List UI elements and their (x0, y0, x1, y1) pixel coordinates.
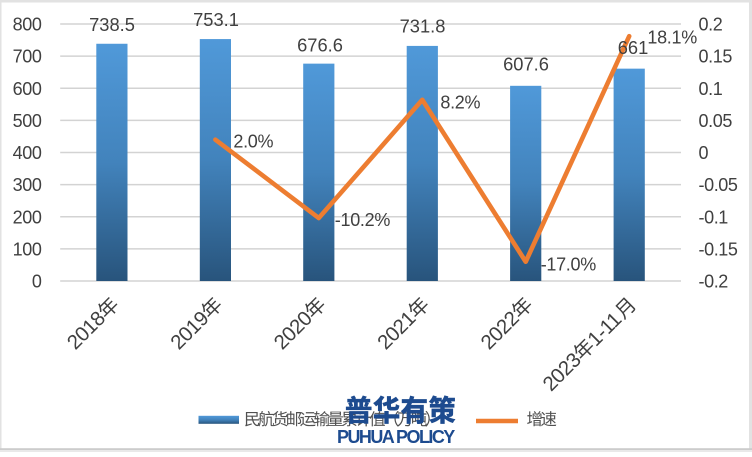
svg-text:PUHUA POLICY: PUHUA POLICY (337, 427, 455, 447)
svg-text:-0.1: -0.1 (699, 207, 729, 227)
svg-text:600: 600 (13, 79, 42, 99)
svg-text:753.1: 753.1 (193, 9, 239, 30)
svg-text:400: 400 (13, 143, 42, 163)
svg-text:0.15: 0.15 (699, 47, 733, 67)
svg-text:661: 661 (618, 37, 649, 58)
svg-text:2.0%: 2.0% (233, 132, 273, 152)
svg-text:0: 0 (32, 272, 42, 292)
svg-text:607.6: 607.6 (503, 54, 549, 75)
svg-text:200: 200 (13, 207, 42, 227)
svg-text:0.1: 0.1 (699, 79, 723, 99)
svg-text:-0.15: -0.15 (699, 239, 738, 259)
svg-text:-0.2: -0.2 (699, 272, 729, 292)
svg-text:738.5: 738.5 (89, 14, 135, 35)
svg-text:0.2: 0.2 (699, 15, 723, 35)
svg-text:100: 100 (13, 239, 42, 259)
svg-text:300: 300 (13, 175, 42, 195)
svg-text:-10.2%: -10.2% (335, 210, 391, 230)
svg-text:8.2%: 8.2% (440, 93, 480, 113)
svg-text:676.6: 676.6 (297, 35, 343, 56)
svg-text:18.1%: 18.1% (647, 27, 697, 47)
svg-text:500: 500 (13, 111, 42, 131)
svg-text:0.05: 0.05 (699, 111, 733, 131)
svg-text:-0.05: -0.05 (699, 175, 738, 195)
svg-text:731.8: 731.8 (400, 16, 446, 37)
svg-text:800: 800 (13, 15, 42, 35)
svg-text:700: 700 (13, 47, 42, 67)
svg-text:-17.0%: -17.0% (541, 255, 597, 275)
svg-text:0: 0 (699, 143, 709, 163)
